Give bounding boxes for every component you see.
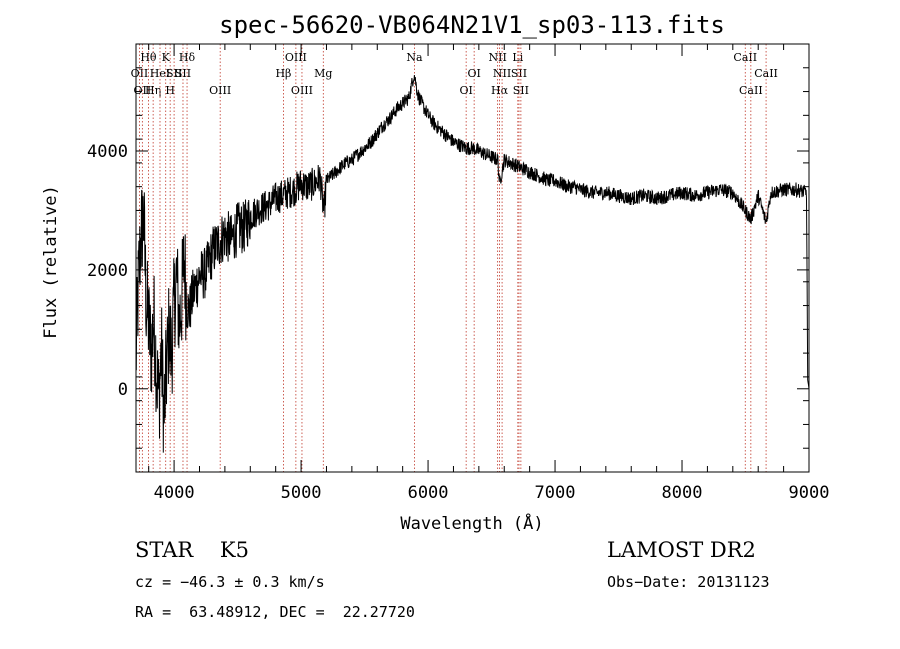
line-marker-label-11: Hβ <box>275 67 291 80</box>
line-marker-label-26: CaII <box>754 67 778 80</box>
spectrum-group <box>135 74 810 453</box>
y-tick-label-2: 4000 <box>87 142 128 162</box>
line-marker-label-20: NII <box>493 67 511 80</box>
line-marker-label-14: Mg <box>314 67 332 80</box>
line-marker-label-0: OII <box>131 67 149 80</box>
line-marker-label-2: Hθ <box>140 51 157 64</box>
line-marker-label-17: OI <box>467 67 480 80</box>
line-marker-label-21: Li <box>512 51 523 64</box>
x-tick-label-2: 6000 <box>408 483 449 503</box>
chart-title: spec-56620-VB064N21V1_sp03-113.fits <box>219 11 725 39</box>
line-marker-label-19: Hα <box>491 84 509 97</box>
line-marker-label-15: Na <box>406 51 423 64</box>
survey-label: LAMOST DR2 <box>607 538 756 562</box>
line-marker-label-6: H <box>165 84 175 97</box>
plot-frame <box>135 43 810 473</box>
line-marker-label-18: NII <box>488 51 506 64</box>
y-tick-label-0: 0 <box>118 380 128 400</box>
coordinates-text: RA = 63.48912, DEC = 22.27720 <box>135 603 415 621</box>
line-marker-label-1: OII <box>133 84 151 97</box>
line-marker-label-13: OIII <box>291 84 313 97</box>
line-marker-label-8: Hδ <box>179 51 196 64</box>
line-marker-label-10: OIII <box>209 84 231 97</box>
line-marker-label-5: K <box>162 51 171 64</box>
line-markers: OIIOIIHθHηHeIKHSIIHδSIIOIIIHβOIIIOIIIMgN… <box>131 44 778 472</box>
line-marker-label-24: CaII <box>733 51 757 64</box>
y-tick-label-1: 2000 <box>87 261 128 281</box>
line-marker-label-7: SII <box>166 67 182 80</box>
obs-date: Obs−Date: 20131123 <box>607 573 770 591</box>
line-marker-label-4: HeI <box>150 67 170 80</box>
x-tick-label-5: 9000 <box>789 483 830 503</box>
x-axis-label: Wavelength (Å) <box>400 512 543 534</box>
x-tick-label-4: 8000 <box>662 483 703 503</box>
redshift-text: cz = −46.3 ± 0.3 km/s <box>135 573 325 591</box>
y-axis-label: Flux (relative) <box>41 185 61 339</box>
line-marker-label-12: OIII <box>285 51 307 64</box>
x-tick-label-1: 5000 <box>281 483 322 503</box>
x-tick-label-0: 4000 <box>154 483 195 503</box>
line-marker-label-22: SII <box>511 67 527 80</box>
x-tick-label-3: 7000 <box>535 483 576 503</box>
object-class: STAR K5 <box>135 538 249 562</box>
line-marker-label-23: SII <box>513 84 529 97</box>
line-marker-label-25: CaII <box>739 84 763 97</box>
spectrum-line <box>135 74 810 453</box>
axis-ticks: 4000 5000 6000 7000 8000 9000 0 2000 4000 <box>87 44 829 503</box>
line-marker-label-9: SII <box>175 67 191 80</box>
line-marker-label-16: OI <box>459 84 472 97</box>
line-marker-label-3: Hη <box>145 84 161 97</box>
